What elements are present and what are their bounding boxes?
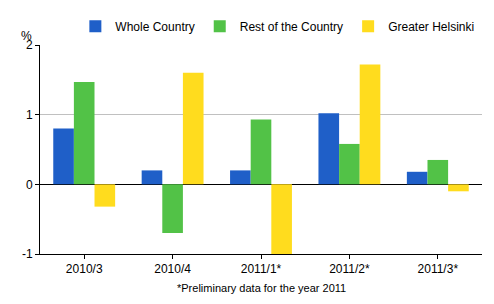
svg-text:-1: -1 [22, 247, 33, 261]
svg-text:Greater Helsinki: Greater Helsinki [388, 20, 474, 34]
svg-text:2010/3: 2010/3 [66, 262, 103, 276]
svg-text:Rest of the Country: Rest of the Country [240, 20, 343, 34]
svg-text:2010/4: 2010/4 [154, 262, 191, 276]
svg-text:Whole Country: Whole Country [115, 20, 194, 34]
svg-text:2011/1*: 2011/1* [241, 262, 282, 276]
svg-text:2011/2*: 2011/2* [329, 262, 370, 276]
svg-text:2: 2 [26, 38, 33, 52]
svg-text:2011/3*: 2011/3* [418, 262, 459, 276]
svg-text:0: 0 [26, 178, 33, 192]
svg-text:%: % [21, 29, 32, 43]
svg-text:1: 1 [26, 108, 33, 122]
svg-text:*Preliminary data for the year: *Preliminary data for the year 2011 [177, 282, 346, 294]
